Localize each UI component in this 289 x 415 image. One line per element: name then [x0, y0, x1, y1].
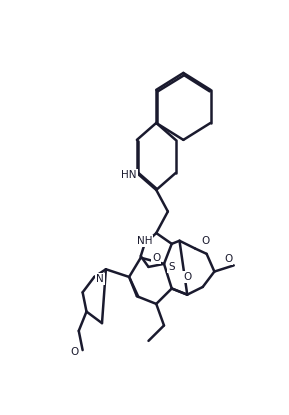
Text: O: O — [183, 272, 191, 282]
Text: S: S — [168, 262, 175, 272]
Text: HN: HN — [121, 170, 137, 180]
Text: O: O — [201, 236, 209, 246]
Text: O: O — [71, 347, 79, 356]
Text: N: N — [96, 274, 103, 284]
Text: O: O — [224, 254, 232, 264]
Text: O: O — [152, 253, 160, 263]
Text: NH: NH — [137, 236, 152, 246]
